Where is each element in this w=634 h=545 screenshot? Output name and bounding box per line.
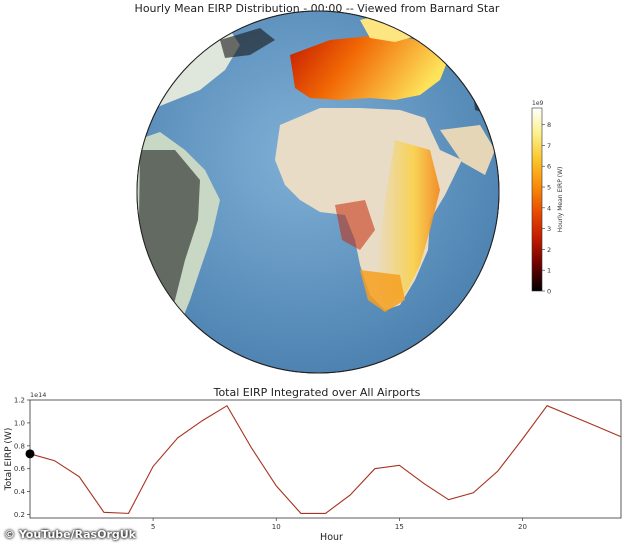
current-hour-marker [25,449,35,459]
colorbar-tick-label: 6 [547,163,551,171]
series-line [29,404,622,514]
globe-title: Hourly Mean EIRP Distribution - 00:00 --… [134,2,500,15]
north-america-landmass [150,30,240,110]
colorbar-tick-label: 7 [547,142,551,150]
y-scale-note: 1e14 [30,391,46,399]
colorbar-tick-label: 4 [547,204,551,212]
africa-hotspot [375,140,440,305]
plot-frame [29,399,622,519]
x-tick-label: 10 [272,523,281,531]
colorbar-label: Hourly Mean EIRP (W) [557,167,564,233]
credit-text: © YouTube/RasOrgUk [4,528,136,541]
colorbar-scale-note: 1e9 [532,100,544,107]
colorbar-tick-label: 8 [547,121,551,129]
x-tick-label: 20 [518,523,527,531]
arabia-landmass [440,125,495,175]
colorbar-tick-label: 0 [547,288,551,296]
x-tick-label: 15 [395,523,404,531]
y-tick-label: 0.6 [14,465,26,473]
y-tick-label: 0.2 [14,511,25,519]
y-tick-label: 0.8 [14,442,25,450]
scandinavia-landmass [360,11,430,42]
colorbar-tick-label: 1 [547,267,551,275]
colorbar-tick-label: 3 [547,225,551,233]
south-africa-hotspot [360,270,405,312]
globe-map [136,10,500,374]
west-africa-band [335,200,375,250]
y-axis-label: Total EIRP (W) [4,428,14,492]
y-tick-label: 0.4 [14,488,26,496]
colorbar: 1e9 0 1 2 3 4 5 6 7 8 Hourly Mean EIRP (W) [531,100,564,296]
europe-landmass [290,35,450,100]
y-tick-label: 1.0 [14,419,25,427]
x-axis-label: Hour [320,532,343,543]
x-tick-label: 5 [151,523,155,531]
north-america-airports [220,28,275,58]
colorbar-tick-label: 5 [547,184,551,192]
line-chart: 1e14 0.2 0.4 0.6 0.8 1.0 1.2 5 10 15 20 Hour Total E… [4,391,622,543]
colorbar-tick-label: 2 [547,246,551,254]
line-chart-title: Total EIRP Integrated over All Airports [213,386,421,399]
y-tick-label: 1.2 [14,397,25,405]
colorbar-gradient [531,107,543,292]
